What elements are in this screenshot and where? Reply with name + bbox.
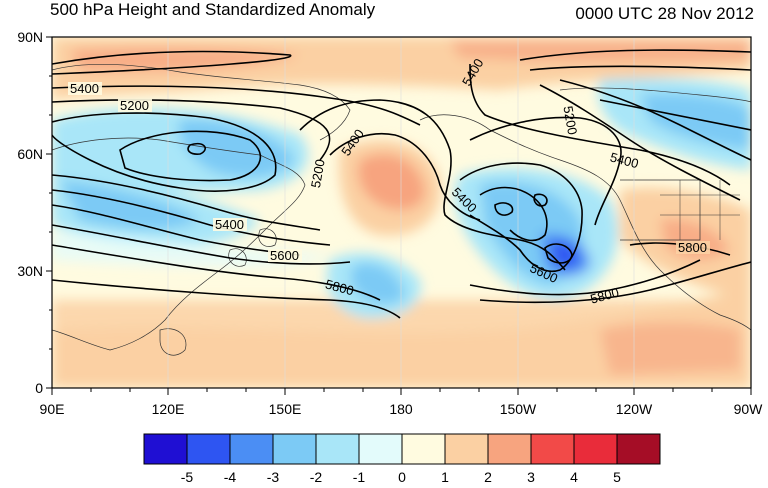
colorbar-swatch — [143, 433, 188, 465]
lon-label: 150E — [269, 401, 302, 417]
colorbar-swatch — [186, 433, 231, 465]
colorbar-swatch — [229, 433, 274, 465]
colorbar-swatch — [530, 433, 575, 465]
contour-label: 5400 — [215, 217, 244, 232]
colorbar-label: 4 — [570, 469, 578, 485]
lon-label: 90E — [40, 401, 65, 417]
lat-label: 0 — [35, 380, 43, 396]
colorbar: -5 -4 -3 -2 -1 0 1 2 3 4 5 — [143, 433, 661, 485]
contour-label: 5800 — [589, 285, 621, 307]
colorbar-swatch — [616, 433, 661, 465]
lon-label: 90W — [734, 401, 764, 417]
colorbar-label: -3 — [267, 469, 280, 485]
colorbar-label: -1 — [353, 469, 366, 485]
colorbar-label: 3 — [527, 469, 535, 485]
contour-label: 5200 — [308, 158, 328, 189]
contour-label: 5600 — [270, 248, 299, 263]
colorbar-label: -5 — [181, 469, 194, 485]
colorbar-label: 0 — [398, 469, 406, 485]
map-area: 5400 5200 5400 5200 5400 5600 5800 5400 … — [52, 37, 751, 388]
colorbar-swatch — [315, 433, 360, 465]
colorbar-label: 1 — [441, 469, 449, 485]
lon-tick-labels: 90E 120E 150E 180 150W 120W 90W — [40, 401, 764, 417]
contour-label: 5200 — [560, 105, 580, 136]
lat-tick-labels: 90N 60N 30N 0 — [17, 29, 43, 396]
lon-label: 120E — [152, 401, 185, 417]
colorbar-swatch — [272, 433, 317, 465]
contour-label: 5200 — [120, 98, 149, 113]
lat-ticks — [46, 36, 52, 389]
map-title: 500 hPa Height and Standardized Anomaly — [50, 0, 376, 19]
map-datetime: 0000 UTC 28 Nov 2012 — [575, 4, 754, 23]
lon-ticks — [51, 388, 752, 395]
colorbar-label: -2 — [310, 469, 323, 485]
lon-label: 120W — [616, 401, 653, 417]
colorbar-label: -4 — [224, 469, 237, 485]
contour-label: 5800 — [324, 276, 356, 298]
contour-labels: 5400 5200 5400 5200 5400 5600 5800 5400 … — [68, 56, 710, 307]
contour-label: 5400 — [608, 149, 640, 171]
colorbar-swatch — [358, 433, 403, 465]
lat-label: 30N — [17, 263, 43, 279]
lon-label: 150W — [500, 401, 537, 417]
lon-label: 180 — [389, 401, 413, 417]
lat-label: 60N — [17, 146, 43, 162]
colorbar-label: 5 — [613, 469, 621, 485]
contour-label: 5800 — [678, 240, 707, 255]
contour-label: 5400 — [70, 81, 99, 96]
colorbar-swatch — [401, 433, 446, 465]
lat-label: 90N — [17, 29, 43, 45]
colorbar-swatch — [444, 433, 489, 465]
colorbar-label: 2 — [484, 469, 492, 485]
colorbar-swatch — [573, 433, 618, 465]
colorbar-swatch — [487, 433, 532, 465]
